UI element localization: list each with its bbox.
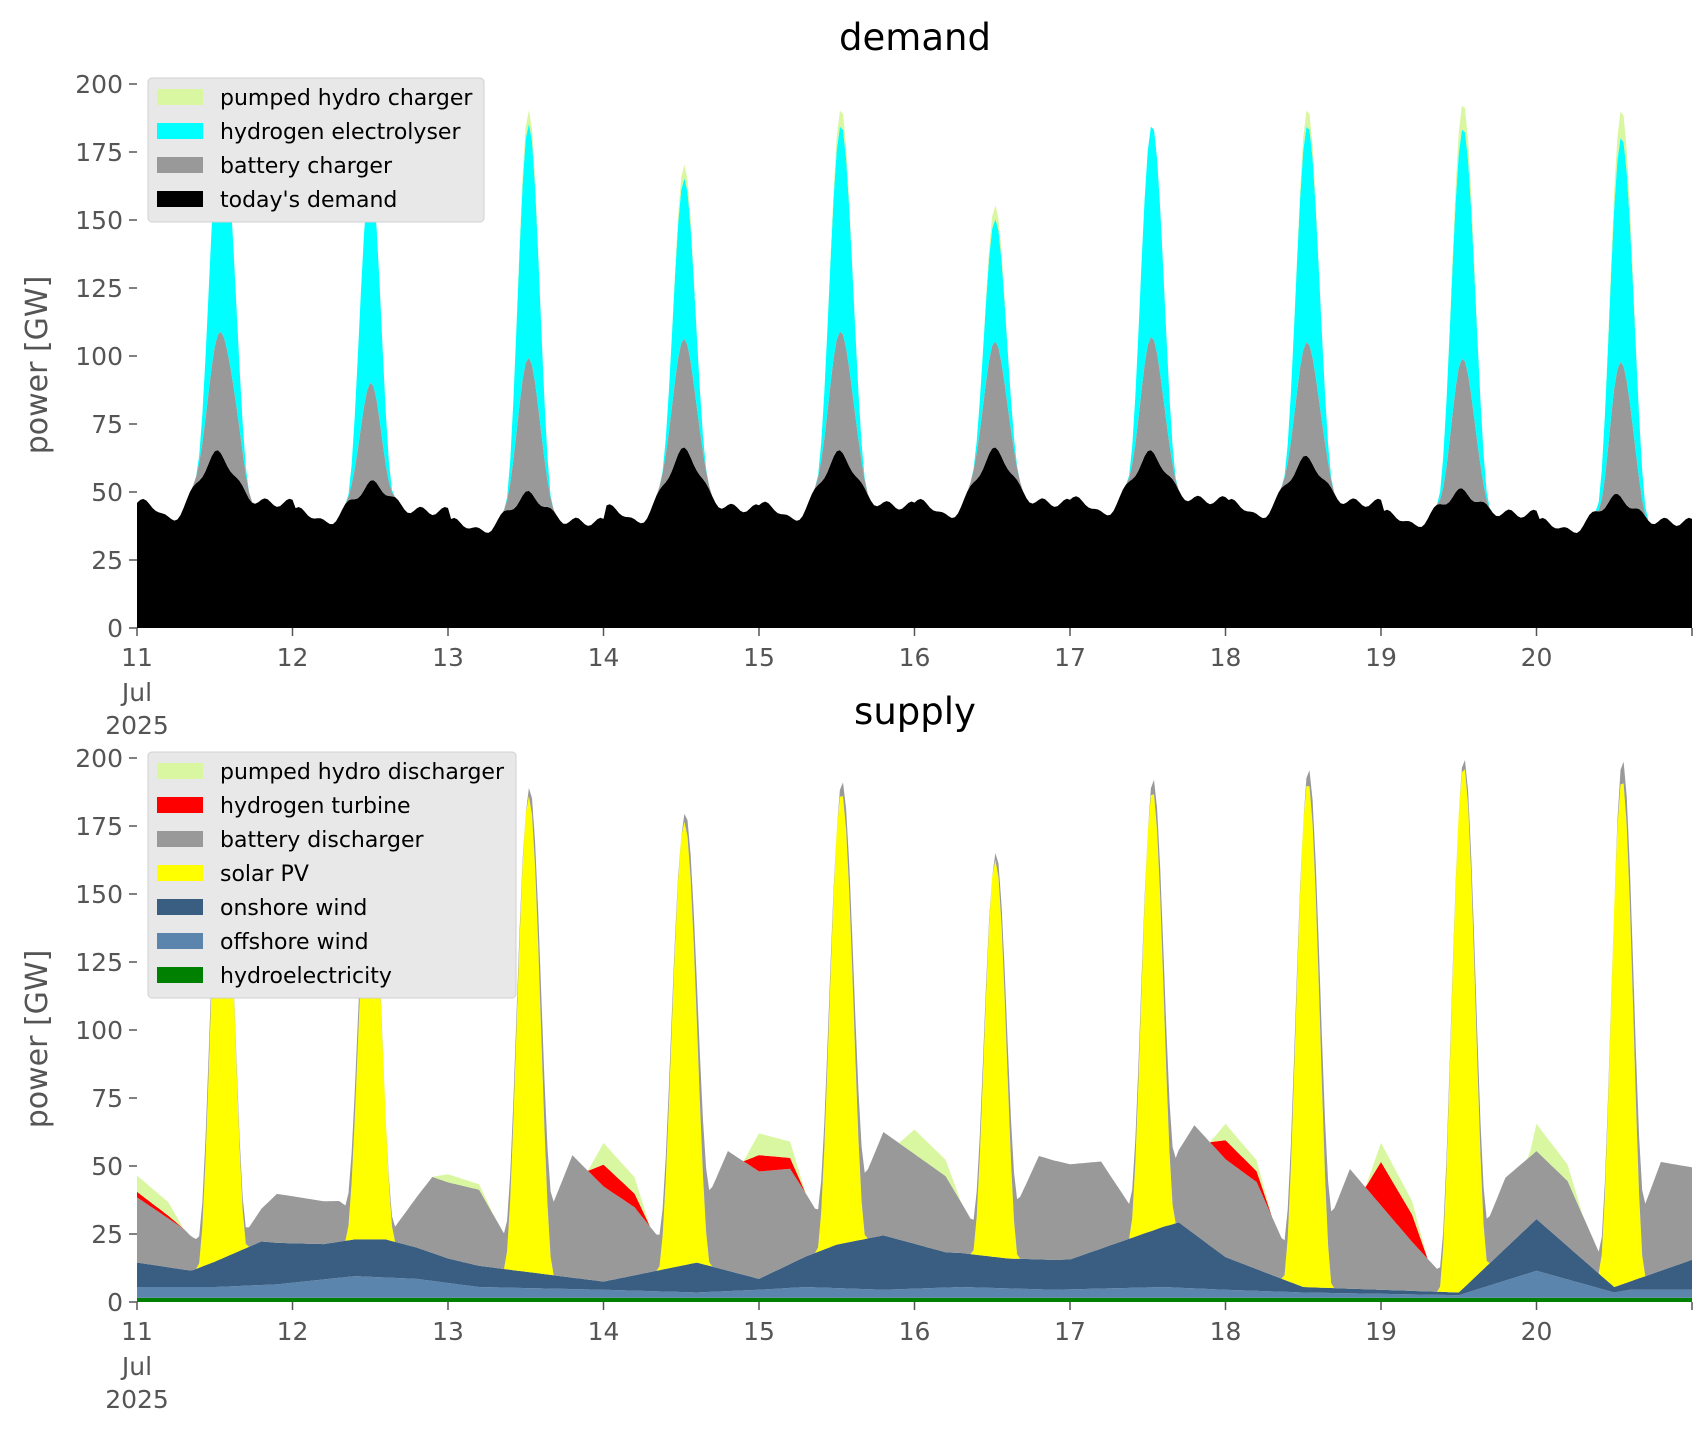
- x-tick-label: 18: [1210, 643, 1242, 672]
- legend-swatch-onshore-wind: [157, 899, 203, 915]
- x-tick-label: 15: [743, 643, 775, 672]
- y-tick-label: 100: [75, 342, 123, 371]
- legend-label: pumped hydro discharger: [220, 760, 505, 785]
- stacked-areas: [137, 760, 1692, 1302]
- x-tick-label: 12: [277, 643, 309, 672]
- area-today-s-demand: [137, 447, 1692, 628]
- legend-swatch-battery-discharger: [157, 831, 203, 847]
- y-tick-label: 0: [107, 614, 123, 643]
- y-tick-label: 200: [75, 744, 123, 773]
- area-offshore-wind: [137, 1270, 1692, 1298]
- area-hydrogen-electrolyser: [137, 116, 1692, 533]
- x-tick-label: 18: [1210, 1317, 1242, 1346]
- legend-label: solar PV: [220, 862, 309, 887]
- y-tick-label: 175: [75, 812, 123, 841]
- legend: pumped hydro charger hydrogen electrolys…: [147, 77, 485, 223]
- legend: pumped hydro discharger hydrogen turbine…: [147, 751, 517, 999]
- legend-swatch-pumped-hydro-discharger: [157, 763, 203, 779]
- x-tick-month: Jul: [120, 1352, 152, 1381]
- chart-title: supply: [854, 690, 976, 733]
- x-tick-year: 2025: [105, 711, 169, 740]
- y-tick-label: 100: [75, 1016, 123, 1045]
- area-battery-discharger: [137, 760, 1692, 1292]
- legend-label: hydroelectricity: [220, 964, 392, 989]
- area-battery-charger: [137, 331, 1692, 533]
- y-tick-label: 125: [75, 948, 123, 977]
- legend-label: battery discharger: [220, 828, 425, 853]
- x-tick-label: 15: [743, 1317, 775, 1346]
- y-tick-label: 175: [75, 138, 123, 167]
- x-tick-label: 20: [1521, 643, 1553, 672]
- legend-swatch-pumped-hydro-charger: [157, 89, 203, 105]
- legend-swatch-hydrogen-turbine: [157, 797, 203, 813]
- legend-label: pumped hydro charger: [220, 86, 473, 111]
- y-tick-label: 150: [75, 206, 123, 235]
- legend-label: offshore wind: [220, 930, 369, 955]
- area-hydroelectricity: [137, 1297, 1692, 1302]
- legend-swatch-todays-demand: [157, 191, 203, 207]
- area-onshore-wind: [137, 1219, 1692, 1296]
- x-tick-label: 11: [121, 643, 153, 672]
- supply-chart: supply power [GW] 0255075100125150175200…: [20, 690, 1693, 1414]
- legend-swatch-solar-pv: [157, 865, 203, 881]
- legend-box: [147, 77, 485, 223]
- y-tick-label: 75: [91, 410, 123, 439]
- legend-label: hydrogen turbine: [220, 794, 411, 819]
- y-tick-label: 0: [107, 1288, 123, 1317]
- y-tick-label: 75: [91, 1084, 123, 1113]
- y-axis-label: power [GW]: [20, 276, 55, 455]
- legend-label: hydrogen electrolyser: [220, 120, 461, 145]
- stacked-areas: [137, 105, 1692, 628]
- x-tick-label: 13: [432, 1317, 464, 1346]
- y-tick-label: 125: [75, 274, 123, 303]
- y-axis-label: power [GW]: [20, 950, 55, 1129]
- x-tick-label: 11: [121, 1317, 153, 1346]
- y-ticks: 0 25 50 75 100 125 150 175 200: [75, 744, 137, 1317]
- x-ticks: 11 12 13 14 15 16 17 18 19 20: [121, 1302, 1693, 1346]
- legend-label: battery charger: [220, 154, 393, 179]
- x-tick-label: 12: [277, 1317, 309, 1346]
- x-tick-label: 17: [1054, 643, 1086, 672]
- y-tick-label: 25: [91, 546, 123, 575]
- x-tick-year: 2025: [105, 1385, 169, 1414]
- x-tick-label: 20: [1521, 1317, 1553, 1346]
- demand-chart: demand power [GW] 0255075100125150175200…: [20, 16, 1693, 740]
- x-tick-label: 14: [588, 1317, 620, 1346]
- y-tick-label: 150: [75, 880, 123, 909]
- x-tick-month: Jul: [120, 678, 152, 707]
- legend-box: [147, 751, 517, 999]
- x-tick-label: 14: [588, 643, 620, 672]
- y-tick-label: 50: [91, 1152, 123, 1181]
- y-ticks: 0 25 50 75 100 125 150 175 200: [75, 70, 137, 643]
- x-tick-label: 13: [432, 643, 464, 672]
- y-tick-label: 25: [91, 1220, 123, 1249]
- y-tick-label: 50: [91, 478, 123, 507]
- legend-swatch-hydroelectricity: [157, 967, 203, 983]
- x-tick-label: 19: [1365, 1317, 1397, 1346]
- y-tick-label: 200: [75, 70, 123, 99]
- x-tick-label: 17: [1054, 1317, 1086, 1346]
- x-ticks: 11 12 13 14 15 16 17 18 19 20: [121, 628, 1693, 672]
- legend-label: today's demand: [220, 188, 397, 213]
- legend-swatch-hydrogen-electrolyser: [157, 123, 203, 139]
- legend-swatch-battery-charger: [157, 157, 203, 173]
- x-tick-label: 19: [1365, 643, 1397, 672]
- x-tick-label: 16: [899, 1317, 931, 1346]
- legend-label: onshore wind: [220, 896, 367, 921]
- area-solar-pv: [137, 769, 1692, 1293]
- chart-title: demand: [839, 16, 991, 59]
- x-tick-label: 16: [899, 643, 931, 672]
- legend-swatch-offshore-wind: [157, 933, 203, 949]
